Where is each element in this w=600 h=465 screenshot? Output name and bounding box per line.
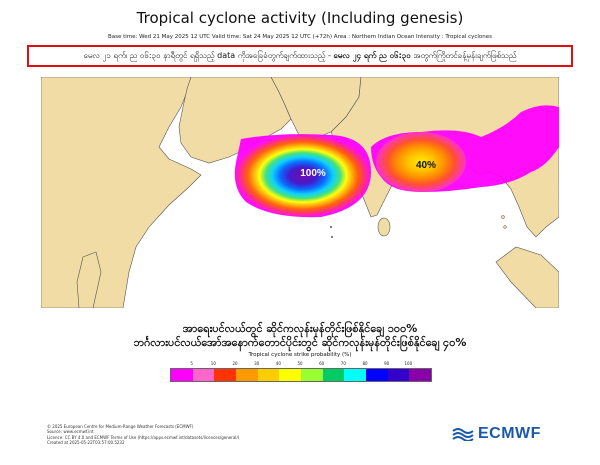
notice-text-2: အတွက်ကြိုတင်ခန့်မှန်းချက်ဖြစ်သည် xyxy=(410,51,517,60)
chart-subtitle: Base time: Wed 21 May 2025 12 UTC Valid … xyxy=(107,34,493,40)
legend-tick-50: 50 xyxy=(297,361,303,366)
legend-swatch-2 xyxy=(214,369,237,381)
africa-landmass xyxy=(41,77,202,308)
legend-tick-40: 40 xyxy=(275,361,281,366)
summary-bay-of-bengal: ဘင်္ဂလားပင်လယ်အော်အနောက်တောင်ပိုင်းတွင် … xyxy=(133,336,467,349)
legend-tick-80: 80 xyxy=(362,361,368,366)
credit-line-3: Created at 2025-05-22T03:57:00.5232 xyxy=(47,440,125,446)
summary-arabian-sea: အာရေးပင်လယ်တွင် ဆိုင်ကလုန်းမုန်တိုင်းဖြစ… xyxy=(182,322,418,335)
legend-swatch-11 xyxy=(409,369,432,381)
ecmwf-logo-text: ECMWF xyxy=(478,425,541,442)
sri-lanka xyxy=(377,217,391,237)
legend-tick-20: 20 xyxy=(232,361,238,366)
legend-swatch-6 xyxy=(301,369,323,381)
summary-block: အာရေးပင်လယ်တွင် ဆိုင်ကလုန်းမုန်တိုင်းဖြစ… xyxy=(0,322,600,350)
legend-tick-10: 10 xyxy=(210,361,216,366)
madagascar xyxy=(76,251,102,308)
credit-line-0: © 2025 European Centre for Medium-Range … xyxy=(47,424,194,429)
arabian-sea-label: 100% xyxy=(300,168,326,179)
maldives xyxy=(330,226,332,228)
credits: © 2025 European Centre for Medium-Range … xyxy=(47,424,239,446)
legend-swatch-10 xyxy=(387,369,410,381)
bay-of-bengal-label: 40% xyxy=(416,160,436,171)
nicobar-islands xyxy=(503,225,507,229)
credit-line-1: Source: www.ecmwf.int xyxy=(47,429,94,435)
bay-of-bengal-probability xyxy=(371,105,559,192)
legend-swatch-8 xyxy=(344,369,367,381)
legend-tick-70: 70 xyxy=(340,361,346,366)
legend-swatch-4 xyxy=(257,369,280,381)
legend-swatch-1 xyxy=(192,369,215,381)
arabian-sea-probability xyxy=(234,134,371,218)
legend-tick-100: 100 xyxy=(404,361,413,366)
legend-swatch-9 xyxy=(366,369,388,381)
legend-tick-30: 30 xyxy=(254,361,260,366)
legend-title: Tropical cyclone strike probability (%) xyxy=(248,352,352,358)
notice-text-bold: မေလ ၂၄ ရက် ည ၀၆:၃၀ xyxy=(333,51,411,60)
legend-tick-5: 5 xyxy=(190,361,193,366)
ecmwf-logo: ECMWF xyxy=(452,425,541,443)
ecmwf-wave-icon xyxy=(452,428,474,441)
probability-map: 100% 40% xyxy=(41,77,559,308)
forecast-notice: မေလ ၂၁ ရက်၊ ည ၀၆:၃၀ နာရီတွင် ရရှိသည့် da… xyxy=(27,45,573,67)
legend-swatch-0 xyxy=(171,369,193,381)
legend-swatch-7 xyxy=(322,369,345,381)
credit-line-2: Licence: CC BY 4.0 and ECMWF Terms of Us… xyxy=(47,434,240,440)
notice-text-1: မေလ ၂၁ ရက်၊ ည ၀၆:၃၀ နာရီတွင် ရရှိသည့် da… xyxy=(83,51,334,60)
legend-color-bar xyxy=(170,368,432,382)
andaman-islands xyxy=(501,215,505,219)
sumatra xyxy=(495,246,559,308)
legend-swatch-5 xyxy=(279,369,302,381)
legend-tick-60: 60 xyxy=(319,361,325,366)
legend-swatch-3 xyxy=(236,369,258,381)
legend-ticks: 5 10 20 30 40 50 60 70 80 90 100 xyxy=(170,361,430,367)
legend-tick-90: 90 xyxy=(384,361,390,366)
chart-title: Tropical cyclone activity (Including gen… xyxy=(136,9,464,27)
maldives-south xyxy=(331,236,333,238)
map-svg: 100% 40% xyxy=(41,77,559,308)
